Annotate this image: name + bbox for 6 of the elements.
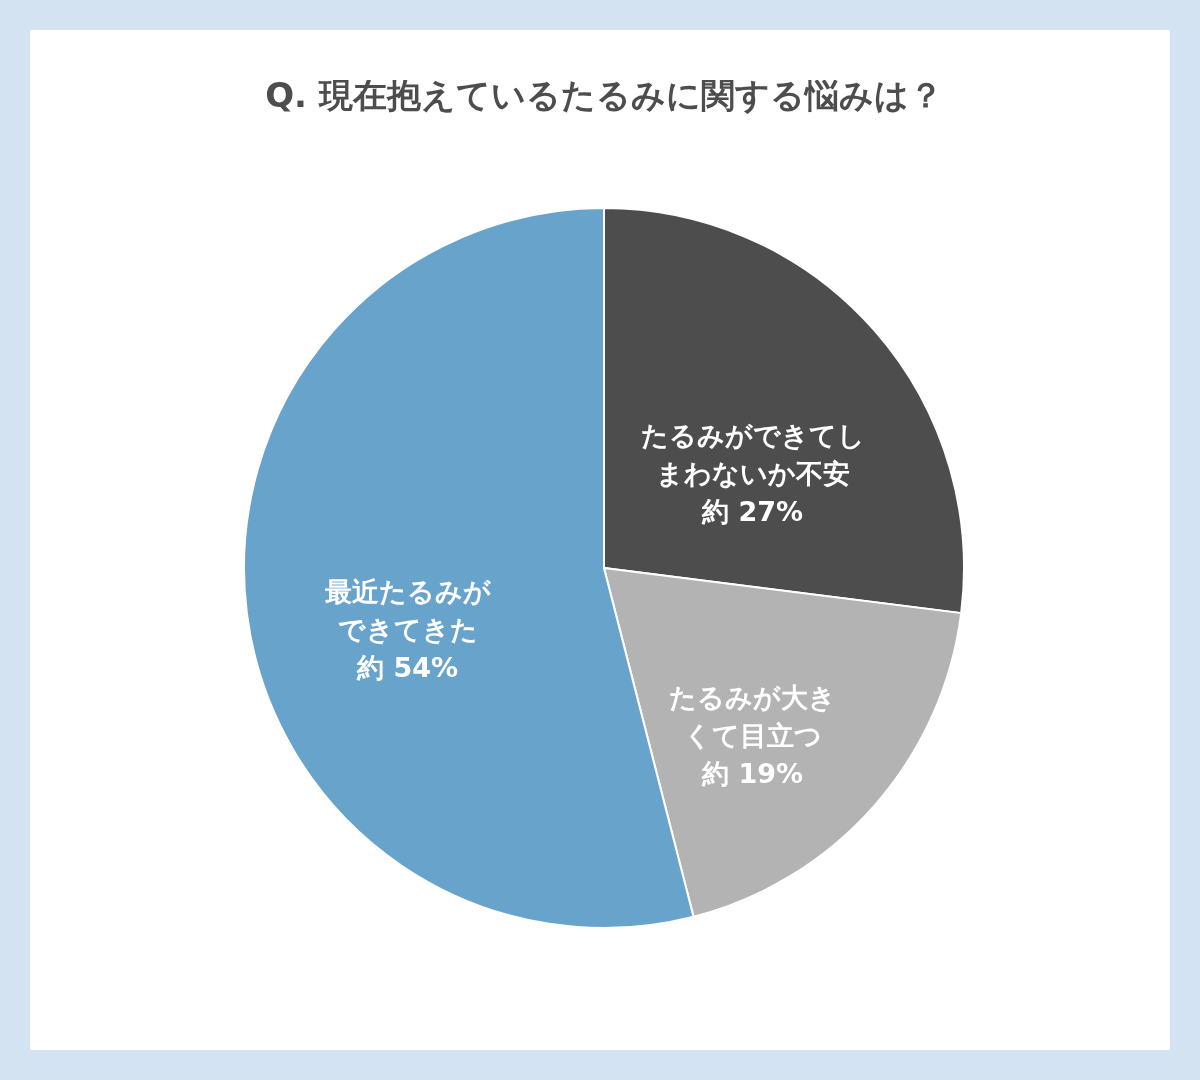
slice-label: 最近たるみができてきた bbox=[323, 575, 492, 645]
slice-label: たるみができてしまわないか不安 bbox=[640, 420, 865, 490]
data-label: 約 27% bbox=[701, 496, 804, 528]
data-label: 約 19% bbox=[701, 757, 804, 789]
data-label: 約 54% bbox=[356, 651, 459, 683]
slice-label: たるみが大きくて目立つ bbox=[669, 681, 837, 751]
